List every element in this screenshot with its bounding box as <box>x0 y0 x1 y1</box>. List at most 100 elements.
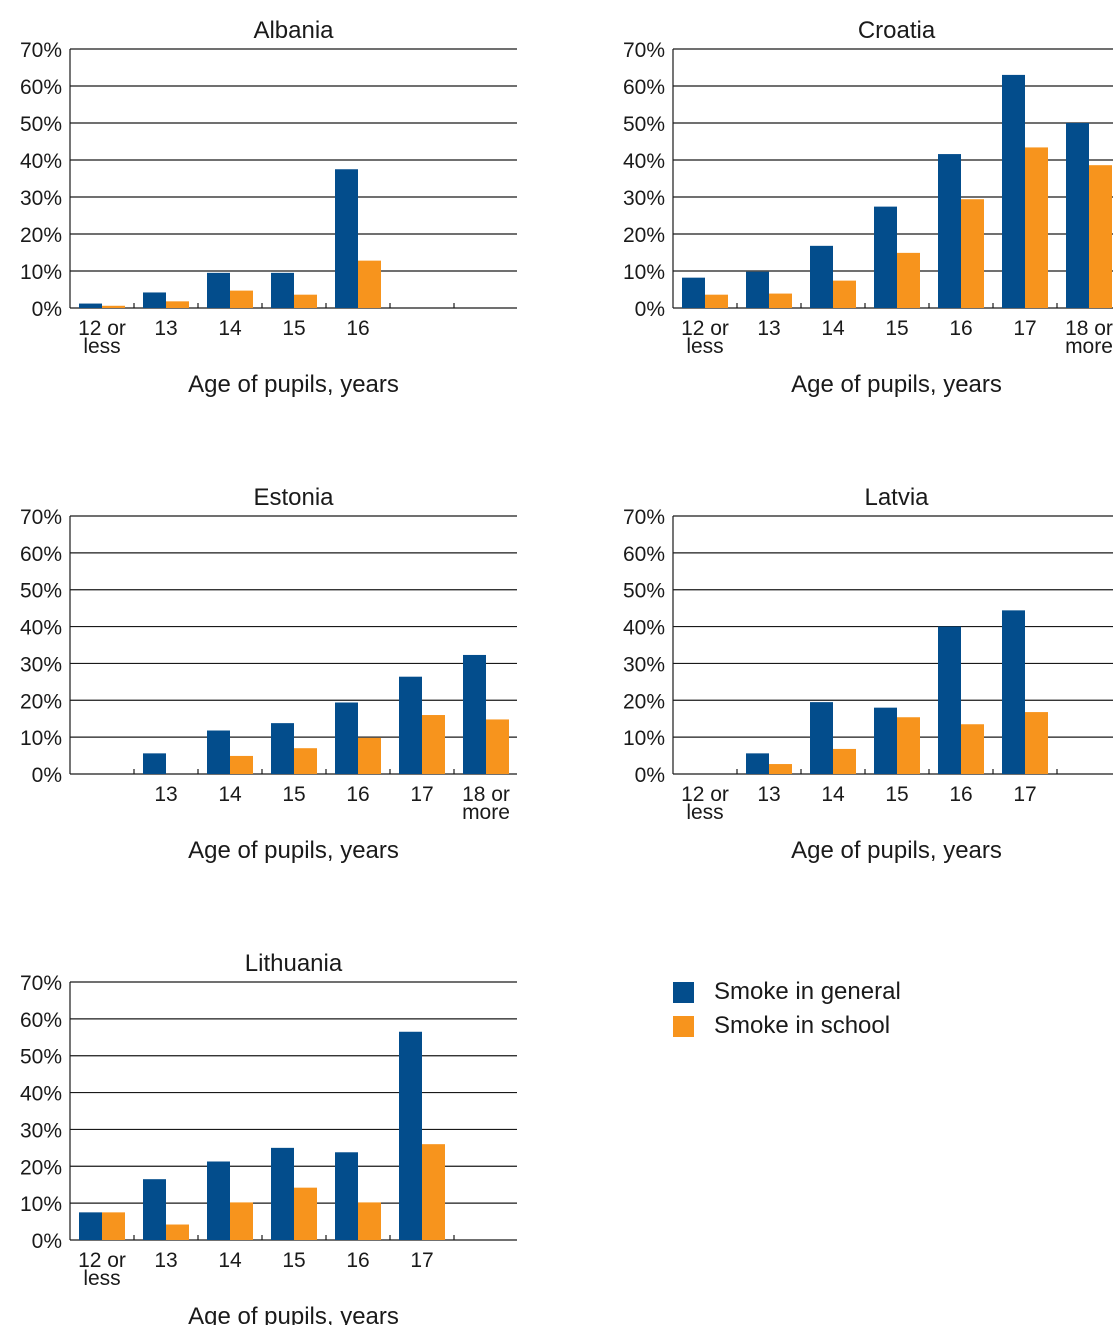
bar-school-13 <box>769 293 792 308</box>
bar-school-17 <box>422 1144 445 1240</box>
x-tick-label: 13 <box>154 317 177 340</box>
y-tick-label: 50% <box>20 113 62 136</box>
legend-item-general: Smoke in general <box>673 975 901 1009</box>
y-tick-label: 40% <box>623 150 665 173</box>
x-tick-label: 17 <box>1013 783 1036 806</box>
x-tick-label: 15 <box>885 317 908 340</box>
bar-general-13 <box>143 753 166 774</box>
x-tick-label: 15 <box>282 317 305 340</box>
x-tick-label: 17 <box>410 1249 433 1272</box>
y-tick-label: 60% <box>20 543 62 566</box>
bar-general-14 <box>810 245 833 308</box>
bar-general-12-or-less <box>682 277 705 308</box>
y-tick-label: 40% <box>20 150 62 173</box>
chart-title: Latvia <box>864 484 929 511</box>
bar-general-15 <box>271 272 294 308</box>
x-tick-label: 18 or <box>1065 317 1113 340</box>
x-tick-label: 12 or <box>681 783 729 806</box>
y-tick-label: 40% <box>623 617 665 640</box>
bar-school-15 <box>294 294 317 308</box>
y-tick-label: 50% <box>20 580 62 603</box>
bar-general-13 <box>746 271 769 308</box>
chart-lithuania: Lithuania 0% 10% 20% 30% 40% 50% 60% 70% 12 orles… <box>20 950 517 1325</box>
x-tick-label: 15 <box>282 1249 305 1272</box>
y-tick-label: 40% <box>20 1083 62 1106</box>
y-tick-label: 70% <box>623 39 665 62</box>
y-tick-label: 0% <box>32 298 62 321</box>
bar-general-17 <box>1002 610 1025 774</box>
bar-school-15 <box>294 748 317 774</box>
y-tick-label: 60% <box>20 76 62 99</box>
y-tick-label: 10% <box>623 727 665 750</box>
x-tick-label: 12 or <box>681 317 729 340</box>
legend-swatch-general <box>673 981 694 1003</box>
y-tick-label: 50% <box>20 1046 62 1069</box>
x-axis-title: Age of pupils, years <box>188 371 399 398</box>
x-tick-label: 14 <box>218 317 242 340</box>
bar-general-17 <box>399 676 422 774</box>
y-tick-label: 10% <box>623 261 665 284</box>
x-tick-label: 16 <box>346 783 369 806</box>
chart-title: Estonia <box>253 484 334 511</box>
y-tick-label: 70% <box>20 972 62 995</box>
bar-school-13 <box>166 1224 189 1240</box>
bar-school-17 <box>1025 147 1048 308</box>
bar-general-15 <box>271 723 294 774</box>
bar-general-16 <box>938 626 961 774</box>
x-tick-label: 16 <box>949 317 972 340</box>
x-tick-label: 14 <box>821 783 845 806</box>
x-tick-label-line2: less <box>686 801 723 824</box>
x-tick-label-line2: less <box>83 1267 120 1290</box>
y-tick-label: 20% <box>623 690 665 713</box>
y-tick-label: 70% <box>20 39 62 62</box>
bar-general-15 <box>271 1147 294 1240</box>
y-tick-label: 20% <box>20 224 62 247</box>
bar-school-14 <box>230 290 253 308</box>
chart-estonia: Estonia 0% 10% 20% 30% 40% 50% 60% 70% 13 14 15 16 17… <box>20 484 517 864</box>
x-axis-title: Age of pupils, years <box>791 371 1002 398</box>
legend: Smoke in general Smoke in school <box>673 975 901 1043</box>
x-tick-label-line2: more <box>462 801 510 824</box>
x-tick-label-line2: less <box>686 335 723 358</box>
bar-school-16 <box>358 737 381 774</box>
y-tick-label: 50% <box>623 113 665 136</box>
bar-school-13 <box>166 301 189 308</box>
x-tick-label: 16 <box>346 317 369 340</box>
bar-general-13 <box>746 753 769 774</box>
bar-general-17 <box>1002 74 1025 309</box>
y-tick-label: 0% <box>635 764 665 787</box>
bar-general-14 <box>207 272 230 308</box>
x-tick-label: 15 <box>282 783 305 806</box>
x-axis-title: Age of pupils, years <box>188 1303 399 1325</box>
x-axis-title: Age of pupils, years <box>188 837 399 864</box>
bar-general-17 <box>399 1031 422 1240</box>
bar-general-18-or-more <box>1066 123 1089 308</box>
bar-school-18-or-more <box>1089 165 1112 308</box>
bar-school-14 <box>230 1202 253 1240</box>
x-tick-label: 18 or <box>462 783 510 806</box>
x-tick-label: 12 or <box>78 317 126 340</box>
x-tick-label: 13 <box>154 1249 177 1272</box>
y-tick-label: 0% <box>32 764 62 787</box>
x-tick-label: 16 <box>346 1249 369 1272</box>
x-tick-label: 14 <box>821 317 845 340</box>
x-tick-label: 17 <box>1013 317 1036 340</box>
bar-school-17 <box>1025 712 1048 774</box>
bar-school-15 <box>897 717 920 774</box>
bar-school-17 <box>422 715 445 774</box>
bar-school-14 <box>833 748 856 774</box>
bar-school-16 <box>358 260 381 308</box>
bar-school-15 <box>897 252 920 308</box>
y-tick-label: 70% <box>20 506 62 529</box>
y-tick-label: 20% <box>20 690 62 713</box>
y-tick-label: 30% <box>20 187 62 210</box>
bar-school-18-or-more <box>486 719 509 774</box>
x-tick-label-line2: less <box>83 335 120 358</box>
x-axis-title: Age of pupils, years <box>791 837 1002 864</box>
y-tick-label: 10% <box>20 261 62 284</box>
x-tick-label: 12 or <box>78 1249 126 1272</box>
bar-general-14 <box>810 702 833 774</box>
x-tick-label: 16 <box>949 783 972 806</box>
